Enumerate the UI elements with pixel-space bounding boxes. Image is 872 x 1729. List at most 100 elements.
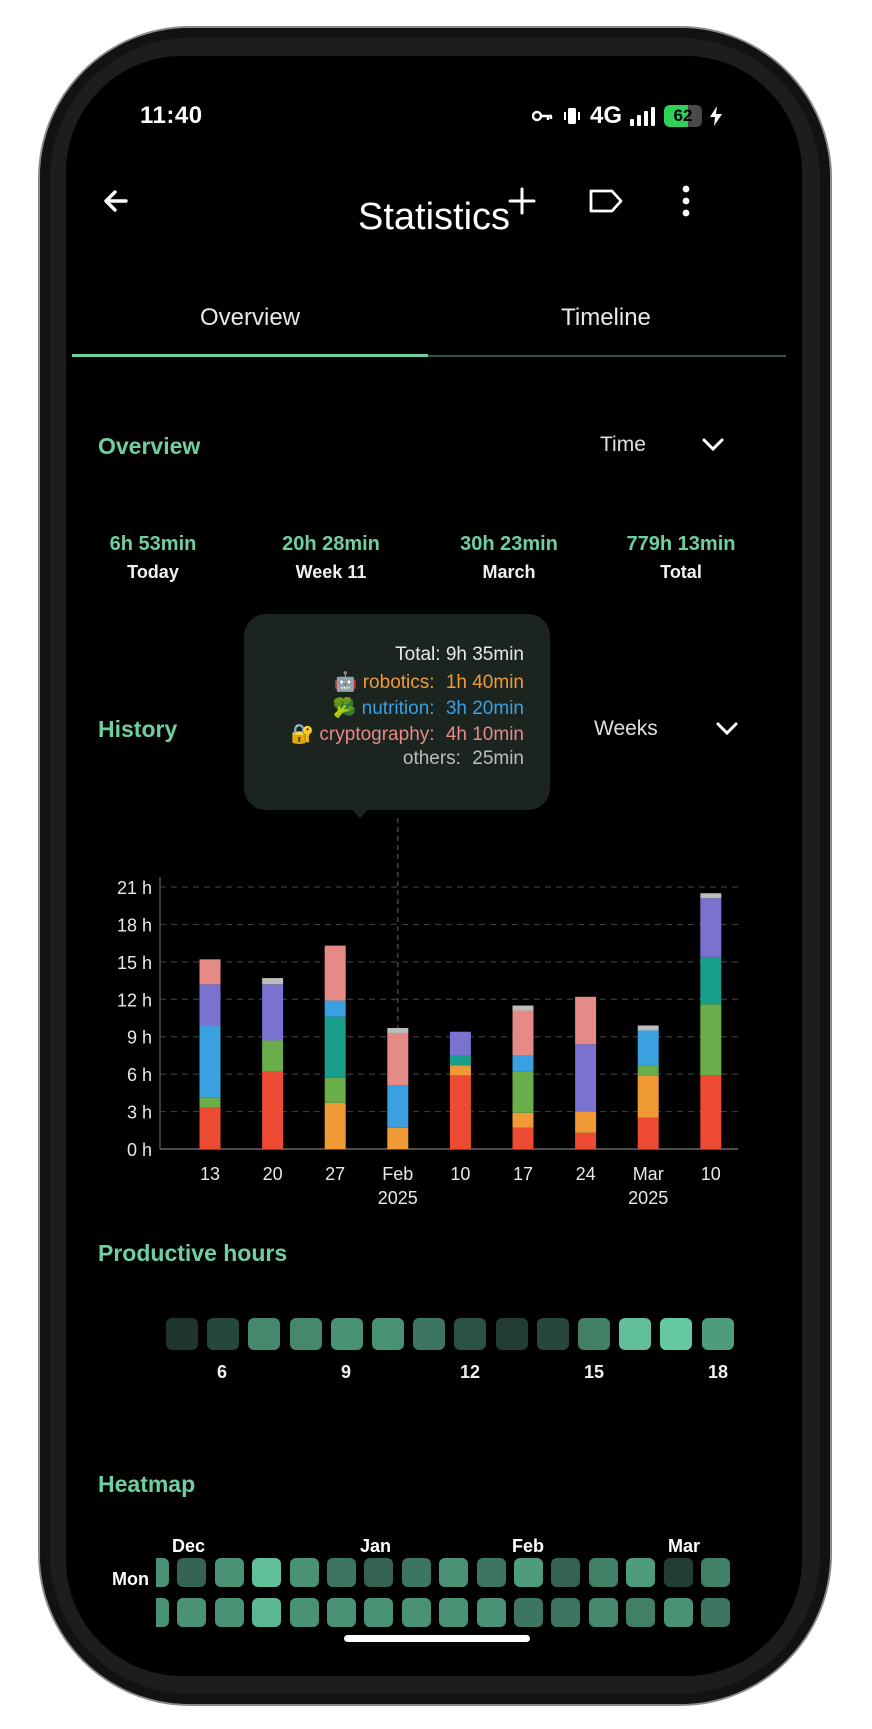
- bar-segment[interactable]: [637, 1117, 659, 1149]
- page-title: Statistics: [357, 196, 511, 238]
- tooltip-category: nutrition:: [361, 698, 435, 719]
- add-button[interactable]: [496, 175, 548, 227]
- y-tick-label: 9 h: [127, 1028, 152, 1048]
- bar-segment[interactable]: [262, 984, 284, 1041]
- bar-segment[interactable]: [449, 1075, 471, 1149]
- bar-segment[interactable]: [575, 1132, 597, 1149]
- bar-segment[interactable]: [575, 1111, 597, 1133]
- network-type: 4G: [590, 102, 623, 129]
- heatmap-cell: [401, 1598, 431, 1627]
- tab-timeline[interactable]: Timeline: [561, 304, 651, 331]
- bar-segment[interactable]: [262, 978, 284, 985]
- heatmap-cell: [514, 1558, 543, 1587]
- bar-segment[interactable]: [449, 1031, 471, 1056]
- heatmap-cell: [177, 1598, 207, 1627]
- bar-segment[interactable]: [637, 1030, 659, 1066]
- bar-segment[interactable]: [324, 945, 346, 1001]
- stat-label: March: [482, 562, 536, 582]
- heatmap-cell: [588, 1558, 618, 1587]
- more-options-button[interactable]: [660, 175, 712, 227]
- heatmap-title: Heatmap: [98, 1471, 196, 1497]
- stat-total: 779h 13min Total: [596, 533, 766, 583]
- bar-segment[interactable]: [637, 1075, 659, 1118]
- bar-segment[interactable]: [512, 1010, 534, 1056]
- stat-label: Week 11: [295, 562, 367, 582]
- overview-range-value: Time: [600, 433, 646, 456]
- bar-segment[interactable]: [637, 1065, 659, 1076]
- chart-tooltip: Total: 9h 35min 🤖 robotics: 1h 40min 🥦 n…: [244, 614, 550, 810]
- bar-segment[interactable]: [700, 893, 722, 899]
- tooltip-value: 3h 20min: [445, 698, 524, 719]
- y-tick-label: 3 h: [127, 1103, 152, 1123]
- tab-divider: [428, 355, 786, 357]
- heatmap-cell: [327, 1598, 356, 1627]
- heatmap-cell: [551, 1598, 581, 1627]
- history-chart[interactable]: 0 h 3 h 6 h 9 h 12 h 15 h 18 h 21 h 13 20 27 Feb 202…: [66, 56, 802, 1216]
- home-indicator[interactable]: [344, 1635, 530, 1642]
- hour-cell: [536, 1318, 569, 1350]
- bar-segment[interactable]: [512, 1055, 534, 1072]
- screen: 11:40 4G 62 Statistics Overview Timeline…: [66, 56, 802, 1676]
- plus-icon: [508, 187, 536, 215]
- hour-cell: [660, 1318, 693, 1350]
- bar-segment[interactable]: [387, 1027, 409, 1033]
- y-tick-label: 6 h: [127, 1065, 152, 1085]
- heatmap-cell: [327, 1558, 356, 1587]
- y-tick-label: 15 h: [117, 953, 152, 973]
- bar-segment[interactable]: [449, 1055, 471, 1066]
- tooltip-row-nutrition: 🥦 nutrition: 3h 20min: [333, 696, 524, 720]
- arrow-back-icon: [104, 190, 128, 212]
- tab-overview[interactable]: Overview: [199, 304, 301, 331]
- status-icons: 4G 62: [532, 102, 723, 130]
- tooltip-row-robotics: 🤖 robotics: 1h 40min: [334, 670, 524, 694]
- bar-segment[interactable]: [700, 898, 722, 957]
- bar-segment[interactable]: [262, 1040, 284, 1072]
- bar-segment[interactable]: [700, 1075, 722, 1149]
- bar-segment[interactable]: [512, 1112, 534, 1128]
- bar-segment[interactable]: [199, 984, 221, 1026]
- x-tick-label: 10: [450, 1164, 470, 1184]
- overview-range-dropdown[interactable]: Time: [600, 433, 724, 457]
- label-icon: [589, 189, 623, 213]
- bar-segment[interactable]: [449, 1065, 471, 1076]
- bar-segment[interactable]: [575, 1044, 597, 1112]
- hour-cell: [413, 1318, 446, 1350]
- stat-label: Total: [660, 562, 702, 582]
- heatmap-cell: [364, 1598, 394, 1627]
- bar-segment[interactable]: [387, 1085, 409, 1128]
- x-tick-label: 2025: [628, 1188, 668, 1208]
- bar-segment[interactable]: [512, 1127, 534, 1149]
- bar-segment[interactable]: [387, 1127, 409, 1149]
- heatmap-cell: [663, 1558, 693, 1587]
- bar-segment[interactable]: [387, 1032, 409, 1086]
- tag-button[interactable]: [580, 175, 632, 227]
- bar-segment[interactable]: [199, 1107, 221, 1149]
- robot-icon: 🤖: [333, 672, 358, 693]
- bar-segment[interactable]: [199, 1097, 221, 1108]
- x-tick-label: 13: [200, 1164, 220, 1184]
- tooltip-category: others:: [402, 748, 461, 769]
- broccoli-icon: 🥦: [332, 698, 357, 719]
- bar-segment[interactable]: [637, 1025, 659, 1031]
- heatmap-cell: [252, 1558, 282, 1587]
- bar-segment[interactable]: [700, 956, 722, 1005]
- bar-segment[interactable]: [199, 1025, 221, 1098]
- heatmap-cell: [476, 1598, 506, 1627]
- stat-month: 30h 23min March: [424, 533, 594, 583]
- back-button[interactable]: [90, 175, 142, 227]
- bar-segment[interactable]: [512, 1005, 534, 1011]
- bar-segment[interactable]: [324, 1102, 346, 1149]
- hour-label: 9: [340, 1362, 351, 1382]
- history-range-dropdown[interactable]: Weeks: [594, 717, 738, 741]
- heatmap-cell: [701, 1558, 730, 1587]
- heatmap-cell: [439, 1598, 469, 1627]
- bar-segment[interactable]: [199, 959, 221, 985]
- bar-segment[interactable]: [262, 1071, 284, 1149]
- bar-segment[interactable]: [512, 1071, 534, 1113]
- bar-segment[interactable]: [324, 1016, 346, 1078]
- bar-segment[interactable]: [324, 1000, 346, 1017]
- bar-segment[interactable]: [700, 1004, 722, 1076]
- bar-segment[interactable]: [324, 1077, 346, 1103]
- bar-segment[interactable]: [575, 996, 597, 1045]
- heatmap-cell: [364, 1558, 394, 1587]
